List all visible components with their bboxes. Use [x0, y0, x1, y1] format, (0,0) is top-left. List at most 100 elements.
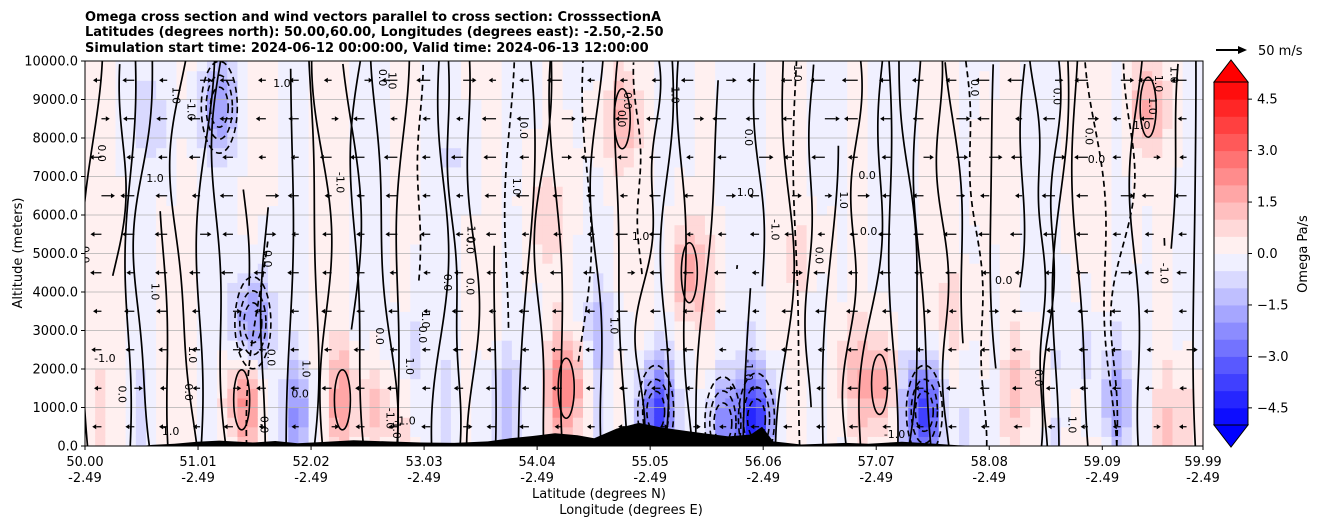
wind-vector-head	[551, 385, 556, 391]
omega-cell	[1111, 215, 1123, 226]
omega-cell	[410, 128, 421, 139]
omega-cell	[257, 89, 269, 101]
omega-cell	[1030, 378, 1041, 389]
omega-cell	[1091, 166, 1102, 178]
omega-cell	[1020, 320, 1031, 332]
wind-vector-head	[815, 308, 820, 314]
omega-cell	[918, 253, 930, 264]
omega-cell	[918, 205, 930, 216]
omega-cell	[857, 369, 869, 380]
omega-cell	[410, 147, 421, 158]
omega-cell	[288, 128, 300, 139]
omega-cell	[1081, 80, 1092, 91]
omega-cell	[176, 378, 188, 389]
omega-cell	[816, 320, 828, 332]
omega-cell	[318, 301, 330, 312]
omega-cell	[1182, 349, 1194, 360]
contour-line	[752, 63, 766, 287]
omega-cell	[908, 282, 920, 293]
omega-cell	[359, 301, 371, 312]
omega-cell	[389, 186, 401, 197]
omega-cell	[1050, 330, 1062, 341]
omega-cell	[186, 234, 198, 245]
omega-cell	[1182, 61, 1194, 72]
omega-cell	[1030, 234, 1041, 245]
omega-cell	[196, 128, 208, 139]
omega-cell	[105, 282, 117, 293]
omega-cell	[308, 118, 320, 129]
omega-cell	[491, 118, 503, 129]
omega-cell	[247, 369, 259, 380]
omega-cell	[715, 224, 726, 235]
omega-cell	[644, 138, 655, 149]
omega-cell	[552, 282, 564, 293]
omega-cell	[85, 89, 96, 101]
omega-cell	[583, 234, 594, 245]
omega-cell	[135, 147, 147, 158]
omega-cell	[430, 426, 442, 437]
omega-cell	[644, 311, 655, 322]
omega-cell	[288, 99, 300, 110]
wind-vector-head	[90, 270, 95, 276]
omega-cell	[186, 426, 198, 437]
omega-cell	[95, 195, 106, 206]
omega-cell	[704, 61, 716, 72]
omega-cell	[633, 166, 645, 178]
omega-cell	[542, 407, 554, 418]
omega-cell	[410, 263, 421, 274]
omega-cell	[999, 359, 1011, 370]
omega-cell	[105, 70, 117, 81]
omega-cell	[389, 397, 401, 409]
omega-cell	[1192, 417, 1203, 428]
omega-cell	[857, 378, 869, 389]
omega-cell	[1081, 349, 1092, 360]
omega-cell	[725, 426, 737, 437]
omega-cell	[430, 89, 442, 101]
omega-cell	[644, 417, 655, 428]
omega-cell	[522, 253, 533, 264]
omega-cell	[379, 166, 391, 178]
omega-cell	[826, 272, 838, 283]
wind-vector-head	[154, 231, 159, 237]
omega-cell	[501, 128, 513, 139]
omega-cell	[816, 89, 828, 101]
omega-cell	[908, 436, 920, 446]
omega-cell	[1030, 407, 1041, 418]
omega-cell	[267, 195, 279, 206]
omega-cell	[85, 215, 96, 226]
omega-cell	[145, 340, 157, 351]
omega-cell	[481, 215, 493, 226]
wind-vector-head	[258, 154, 263, 160]
omega-cell	[877, 138, 889, 149]
omega-cell	[583, 369, 594, 380]
omega-cell	[684, 397, 696, 409]
omega-cell	[826, 359, 838, 370]
omega-cell	[186, 340, 198, 351]
omega-cell	[145, 128, 157, 139]
wind-vector-head	[815, 424, 820, 430]
omega-cell	[1101, 61, 1113, 72]
omega-cell	[806, 301, 818, 312]
omega-cell	[857, 272, 869, 283]
omega-cell	[725, 157, 737, 168]
omega-cell	[1050, 166, 1062, 178]
wind-vector-head	[748, 347, 753, 353]
omega-cell	[1081, 224, 1092, 235]
omega-cell	[786, 138, 798, 149]
omega-cell	[491, 80, 503, 91]
omega-cell	[704, 109, 716, 120]
omega-cell	[694, 243, 706, 255]
omega-cell	[786, 349, 798, 360]
omega-cell	[786, 272, 798, 283]
omega-cell	[948, 70, 960, 81]
omega-cell	[349, 243, 361, 255]
omega-cell	[1131, 330, 1143, 341]
omega-cell	[267, 320, 279, 332]
omega-cell	[704, 166, 716, 178]
omega-cell	[115, 70, 127, 81]
omega-cell	[593, 292, 604, 303]
omega-contours	[85, 61, 1197, 446]
omega-cell	[237, 426, 249, 437]
omega-cell	[1050, 340, 1062, 351]
wind-vector-head	[696, 424, 701, 430]
